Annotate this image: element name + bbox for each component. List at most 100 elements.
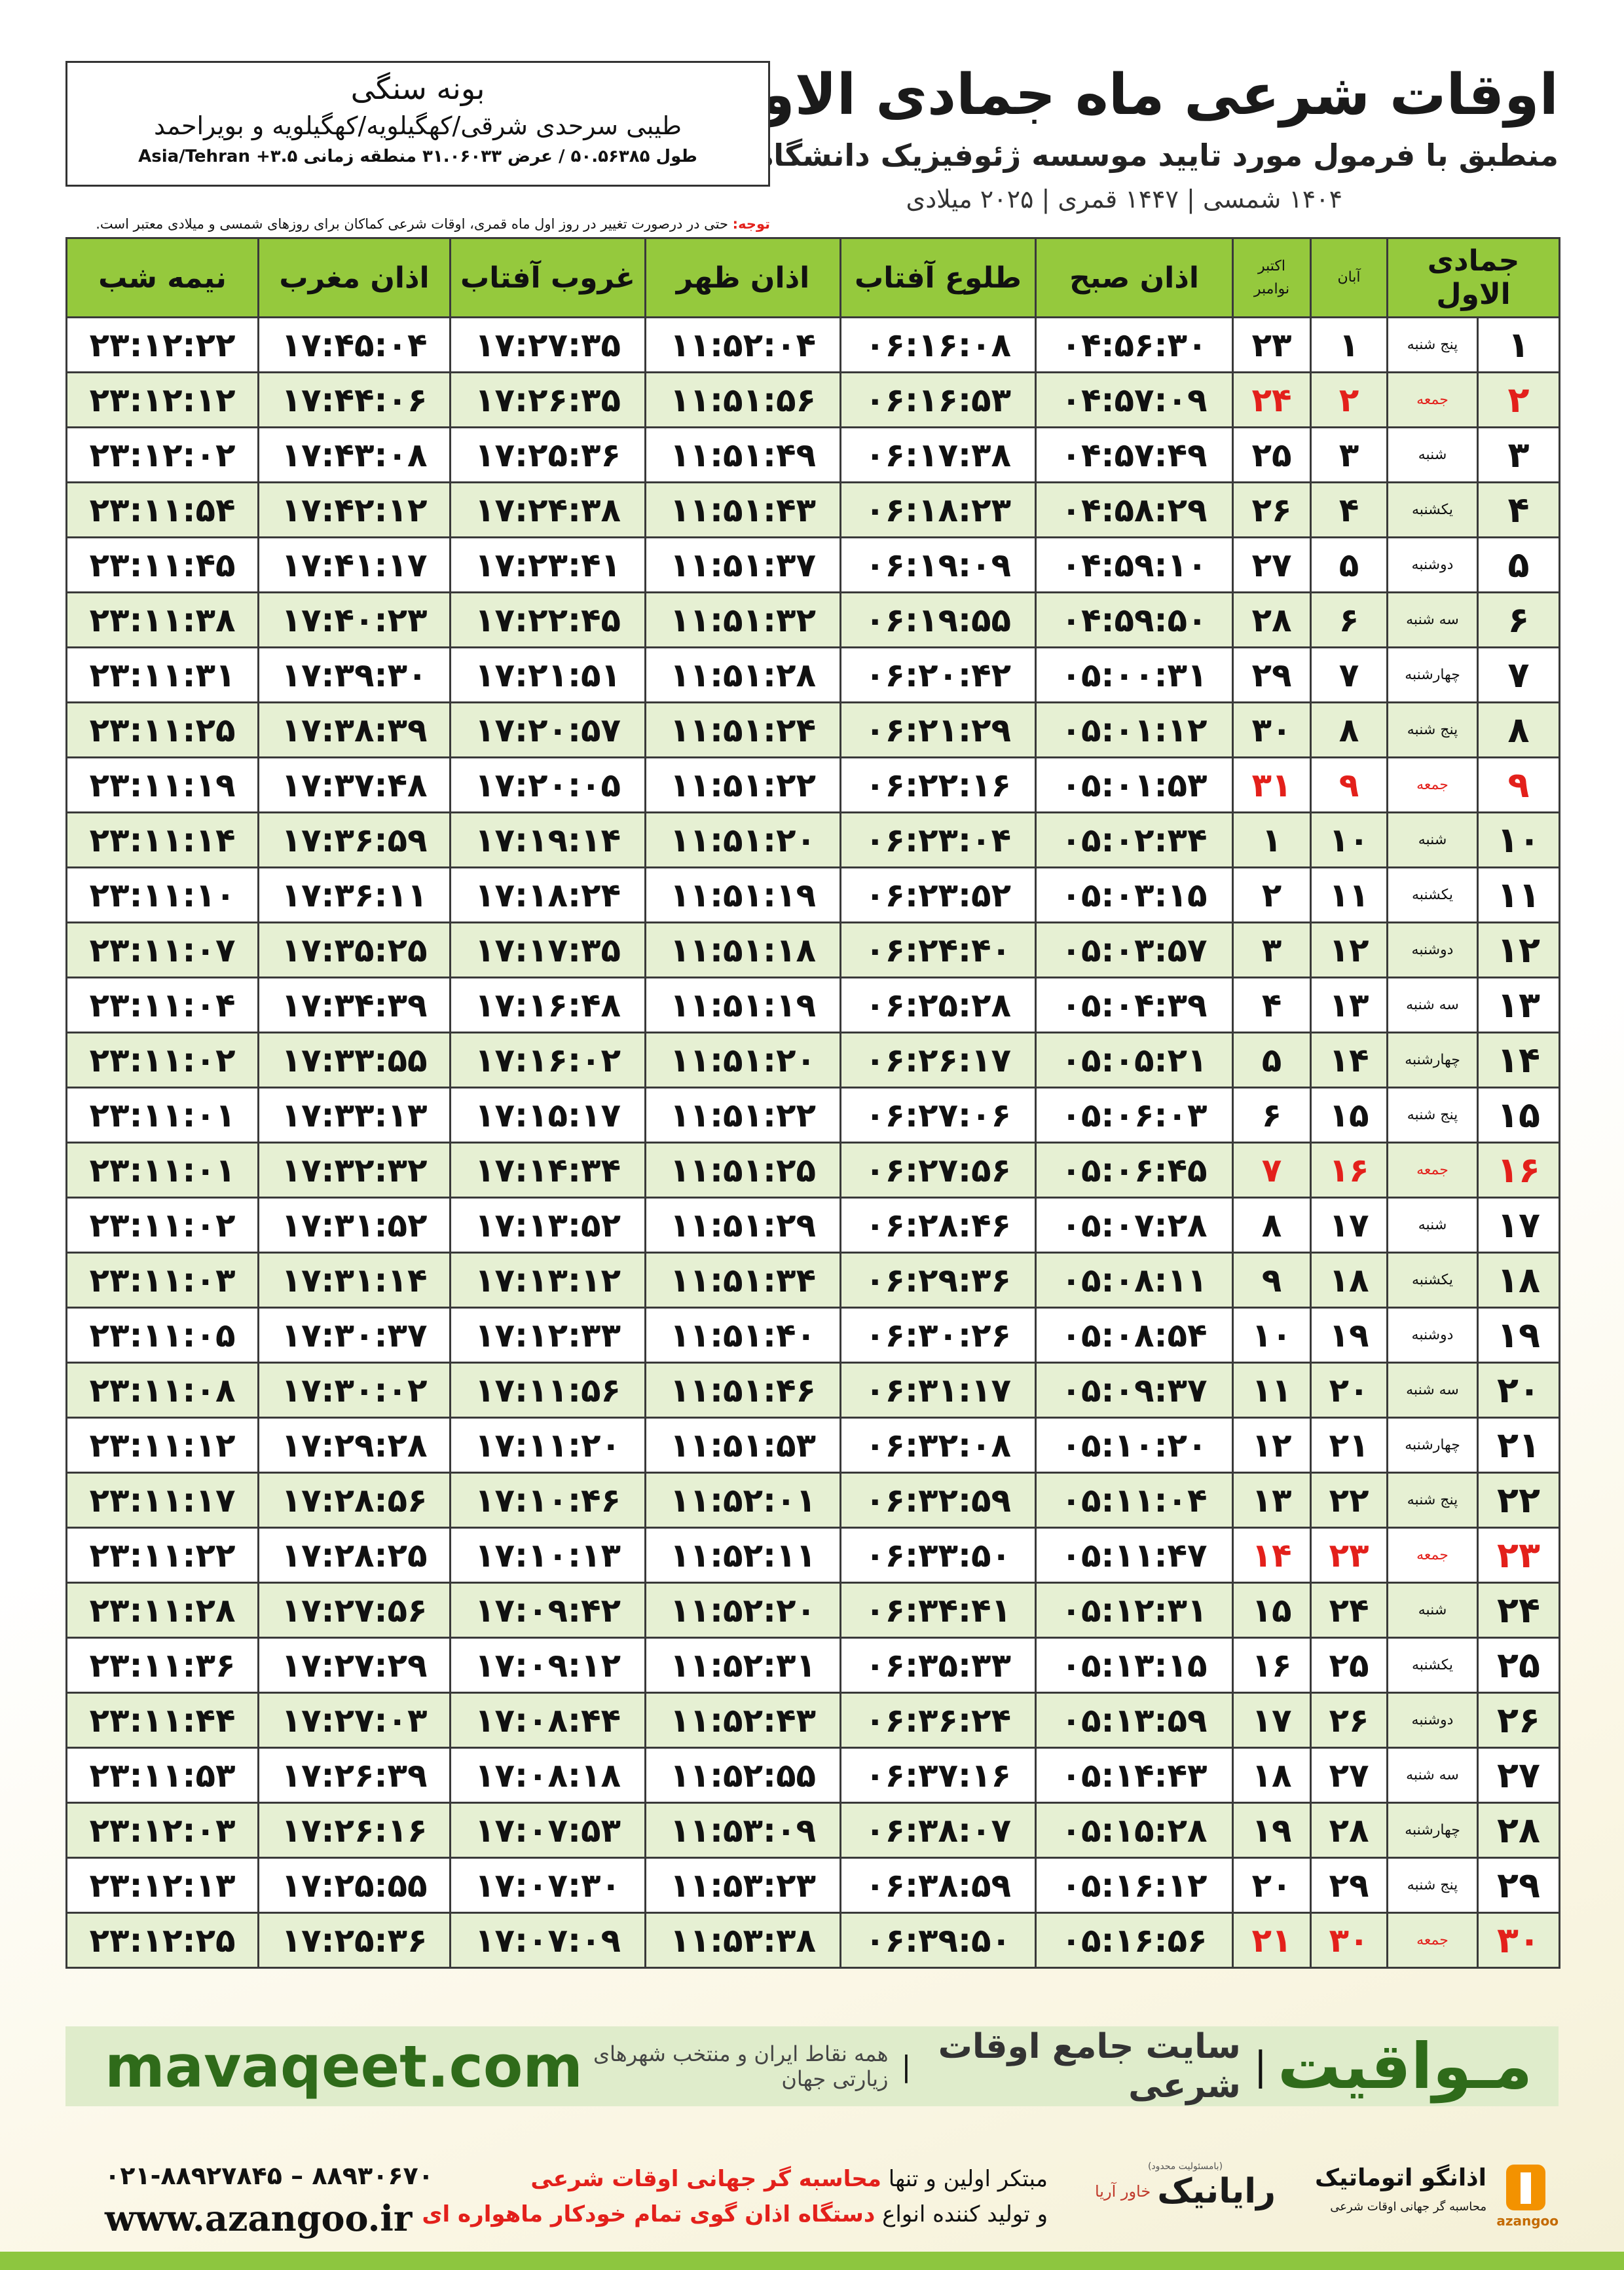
table-cell: جمعه [1386, 756, 1479, 813]
table-cell: ۷ [1310, 646, 1388, 703]
table-cell: ۲۱ [1477, 1417, 1561, 1474]
table-cell: ۱۱:۵۲:۰۴ [644, 316, 841, 373]
table-cell: پنج شنبه [1386, 1087, 1479, 1144]
table-cell: ۱۰ [1232, 1307, 1312, 1364]
table-cell: شنبه [1386, 1582, 1479, 1639]
table-cell: ۱۰ [1310, 811, 1388, 868]
table-row: ۸ پنج شنبه ۸ ۳۰ ۰۵:۰۱:۱۲ ۰۶:۲۱:۲۹ ۱۱:۵۱:۲۴ ۱۷:۲… [65, 701, 1561, 758]
table-cell: یکشنبه [1386, 1637, 1479, 1694]
table-row: ۲۸ چهارشنبه ۲۸ ۱۹ ۰۵:۱۵:۲۸ ۰۶:۳۸:۰۷ ۱۱:۵۳:۰۹ ۱۷… [65, 1802, 1561, 1859]
table-cell: ۱۷:۱۶:۰۲ [449, 1032, 646, 1088]
table-cell: ۱۱:۵۲:۰۱ [644, 1472, 841, 1529]
table-cell: ۰۵:۰۰:۳۱ [1035, 646, 1234, 703]
table-cell: ۱۵ [1477, 1087, 1561, 1144]
table-cell: ۰۵:۱۰:۲۰ [1035, 1417, 1234, 1474]
table-cell: ۱۷:۴۳:۰۸ [257, 426, 451, 483]
table-cell: ۱۷:۱۴:۳۴ [449, 1142, 646, 1199]
table-cell: ۲۳ [1310, 1527, 1388, 1584]
table-cell: ۱۷:۳۸:۳۹ [257, 701, 451, 758]
table-cell: پنج شنبه [1386, 1857, 1479, 1914]
table-cell: پنج شنبه [1386, 701, 1479, 758]
table-cell: ۱۹ [1310, 1307, 1388, 1364]
table-cell: یکشنبه [1386, 481, 1479, 538]
table-cell: ۰۶:۲۶:۱۷ [840, 1032, 1037, 1088]
table-cell: ۲۸ [1477, 1802, 1561, 1859]
table-cell: ۱۱:۵۱:۱۸ [644, 921, 841, 978]
header-row: جمادی الاول آبان اکتبر نوامبر اذان صبح طلوع آ… [65, 237, 1561, 318]
table-cell: ۱۱:۵۱:۲۵ [644, 1142, 841, 1199]
table-cell: ۸ [1477, 701, 1561, 758]
footer-url[interactable]: www.azangoo.ir [105, 2197, 413, 2239]
table-cell: ۱۷:۱۲:۳۳ [449, 1307, 646, 1364]
banner-url[interactable]: mavaqeet.com [105, 2032, 583, 2100]
table-cell: ۲۴ [1477, 1582, 1561, 1639]
table-cell: ۲۳:۱۲:۱۲ [65, 371, 259, 428]
column-header: اکتبر نوامبر [1232, 237, 1312, 318]
table-cell: ۱۷:۳۱:۱۴ [257, 1252, 451, 1309]
table-cell: ۰۵:۰۸:۱۱ [1035, 1252, 1234, 1309]
table-cell: ۰۵:۰۱:۵۳ [1035, 756, 1234, 813]
table-row: ۲۹ پنج شنبه ۲۹ ۲۰ ۰۵:۱۶:۱۲ ۰۶:۳۸:۵۹ ۱۱:۵۳:۲۳ ۱۷… [65, 1857, 1561, 1914]
table-cell: ۱۱:۵۲:۲۰ [644, 1582, 841, 1639]
table-cell: ۱۷:۲۵:۵۵ [257, 1857, 451, 1914]
table-cell: چهارشنبه [1386, 1417, 1479, 1474]
table-cell: ۱۱:۵۱:۲۴ [644, 701, 841, 758]
table-cell: ۲۳:۱۱:۱۷ [65, 1472, 259, 1529]
table-cell: ۲۳:۱۱:۲۲ [65, 1527, 259, 1584]
table-cell: دوشنبه [1386, 921, 1479, 978]
table-cell: ۲۵ [1310, 1637, 1388, 1694]
table-cell: ۰۵:۱۳:۱۵ [1035, 1637, 1234, 1694]
table-row: ۶ سه شنبه ۶ ۲۸ ۰۴:۵۹:۵۰ ۰۶:۱۹:۵۵ ۱۱:۵۱:۳۲ ۱۷:۲۲… [65, 591, 1561, 648]
table-cell: ۰۶:۱۶:۵۳ [840, 371, 1037, 428]
table-cell: یکشنبه [1386, 1252, 1479, 1309]
table-cell: ۲۳ [1232, 316, 1312, 373]
table-cell: ۶ [1232, 1087, 1312, 1144]
table-cell: ۱۱:۵۱:۲۸ [644, 646, 841, 703]
separator: | [1253, 2043, 1267, 2089]
table-cell: ۰۴:۵۹:۱۰ [1035, 536, 1234, 593]
table-cell: ۲۳:۱۱:۲۵ [65, 701, 259, 758]
table-row: ۱۰ شنبه ۱۰ ۱ ۰۵:۰۲:۳۴ ۰۶:۲۳:۰۴ ۱۱:۵۱:۲۰ ۱۷:۱۹:۱… [65, 811, 1561, 868]
table-cell: ۱۱:۵۱:۲۲ [644, 756, 841, 813]
table-cell: ۳ [1232, 921, 1312, 978]
table-cell: ۲۸ [1232, 591, 1312, 648]
table-cell: ۰۶:۲۷:۵۶ [840, 1142, 1037, 1199]
table-row: ۱۶ جمعه ۱۶ ۷ ۰۵:۰۶:۴۵ ۰۶:۲۷:۵۶ ۱۱:۵۱:۲۵ ۱۷:۱۴:۳… [65, 1142, 1561, 1199]
table-cell: ۱۱:۵۳:۲۳ [644, 1857, 841, 1914]
column-header: نیمه شب [65, 237, 259, 318]
table-cell: ۱۷:۲۶:۱۶ [257, 1802, 451, 1859]
table-cell: ۲۳:۱۱:۱۹ [65, 756, 259, 813]
table-cell: ۰۵:۱۵:۲۸ [1035, 1802, 1234, 1859]
table-cell: ۸ [1310, 701, 1388, 758]
table-cell: ۱۷:۳۴:۳۹ [257, 977, 451, 1033]
rayanik-logo: (بامسئولیت محدود) رایانیک خاور آریا [1087, 2161, 1283, 2211]
table-cell: ۰۴:۵۷:۴۹ [1035, 426, 1234, 483]
table-cell: ۰۵:۱۳:۵۹ [1035, 1692, 1234, 1749]
note-label: توجه: [732, 216, 770, 232]
table-cell: ۲۳:۱۱:۰۱ [65, 1087, 259, 1144]
table-cell: چهارشنبه [1386, 646, 1479, 703]
table-cell: ۱۱:۵۱:۵۶ [644, 371, 841, 428]
table-cell: ۱۷:۲۰:۰۵ [449, 756, 646, 813]
table-cell: ۲۵ [1232, 426, 1312, 483]
table-cell: ۲۹ [1310, 1857, 1388, 1914]
table-cell: ۱۷:۱۱:۲۰ [449, 1417, 646, 1474]
table-row: ۱۷ شنبه ۱۷ ۸ ۰۵:۰۷:۲۸ ۰۶:۲۸:۴۶ ۱۱:۵۱:۲۹ ۱۷:۱۳:۵… [65, 1197, 1561, 1254]
table-cell: سه شنبه [1386, 1747, 1479, 1804]
table-cell: ۱۸ [1477, 1252, 1561, 1309]
table-cell: ۲۳:۱۱:۱۰ [65, 866, 259, 923]
logo-note: (بامسئولیت محدود) [1147, 2161, 1223, 2172]
phone: ۰۲۱-۸۸۹۲۷۸۴۵ – ۸۸۹۳۰۶۷۰ [105, 2161, 434, 2190]
table-cell: جمعه [1386, 1912, 1479, 1969]
table-cell: ۱۹ [1477, 1307, 1561, 1364]
table-cell: ۱۷:۱۸:۲۴ [449, 866, 646, 923]
table-cell: ۱۷:۱۶:۴۸ [449, 977, 646, 1033]
table-cell: ۰۶:۳۲:۵۹ [840, 1472, 1037, 1529]
table-cell: ۸ [1232, 1197, 1312, 1254]
table-row: ۱۹ دوشنبه ۱۹ ۱۰ ۰۵:۰۸:۵۴ ۰۶:۳۰:۲۶ ۱۱:۵۱:۴۰ ۱۷:۱… [65, 1307, 1561, 1364]
table-cell: پنج شنبه [1386, 1472, 1479, 1529]
table-cell: ۰۶:۲۳:۰۴ [840, 811, 1037, 868]
table-cell: ۱۷:۴۲:۱۲ [257, 481, 451, 538]
table-cell: ۲۳ [1477, 1527, 1561, 1584]
table-row: ۲۴ شنبه ۲۴ ۱۵ ۰۵:۱۲:۳۱ ۰۶:۳۴:۴۱ ۱۱:۵۲:۲۰ ۱۷:۰۹:… [65, 1582, 1561, 1639]
